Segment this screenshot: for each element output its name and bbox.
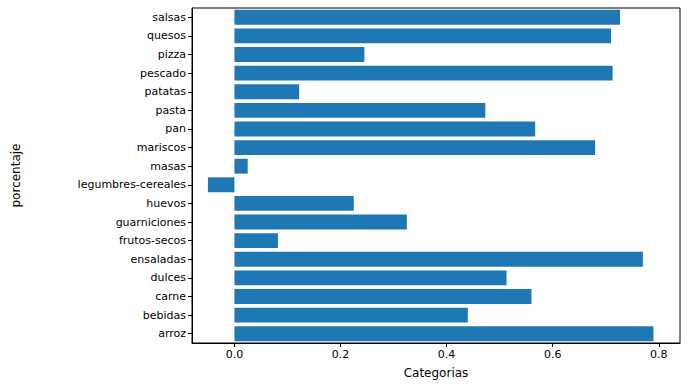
svg-text:salsas: salsas bbox=[152, 11, 186, 24]
svg-text:0.2: 0.2 bbox=[332, 348, 350, 361]
svg-text:frutos-secos: frutos-secos bbox=[119, 234, 186, 247]
svg-text:pasta: pasta bbox=[155, 104, 186, 117]
svg-text:Categorias: Categorias bbox=[404, 366, 469, 380]
svg-text:huevos: huevos bbox=[146, 197, 186, 210]
svg-text:arroz: arroz bbox=[158, 327, 186, 340]
svg-text:0.4: 0.4 bbox=[438, 348, 456, 361]
svg-text:pescado: pescado bbox=[140, 67, 186, 80]
svg-text:pizza: pizza bbox=[158, 48, 186, 61]
svg-text:masas: masas bbox=[150, 160, 186, 173]
svg-text:0.6: 0.6 bbox=[544, 348, 562, 361]
svg-text:guarniciones: guarniciones bbox=[116, 216, 187, 229]
svg-text:0.0: 0.0 bbox=[226, 348, 244, 361]
svg-text:porcentaje: porcentaje bbox=[9, 144, 23, 208]
svg-text:ensaladas: ensaladas bbox=[131, 253, 187, 266]
svg-text:dulces: dulces bbox=[150, 271, 186, 284]
svg-text:mariscos: mariscos bbox=[137, 141, 187, 154]
svg-text:bebidas: bebidas bbox=[143, 309, 187, 322]
svg-text:legumbres-cereales: legumbres-cereales bbox=[78, 178, 187, 191]
svg-text:carne: carne bbox=[155, 290, 186, 303]
svg-text:quesos: quesos bbox=[147, 29, 186, 42]
svg-text:patatas: patatas bbox=[144, 85, 186, 98]
svg-text:0.8: 0.8 bbox=[650, 348, 668, 361]
svg-text:pan: pan bbox=[165, 122, 186, 135]
